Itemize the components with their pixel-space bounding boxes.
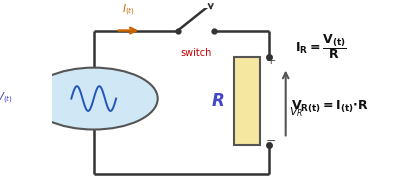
Text: $I_{(t)}$: $I_{(t)}$ — [122, 3, 135, 18]
Text: R: R — [212, 92, 224, 110]
Circle shape — [30, 68, 158, 130]
Text: −: − — [265, 135, 276, 148]
Text: $\mathbf{V_{R(t)} = I_{(t)}{\cdot}R}$: $\mathbf{V_{R(t)} = I_{(t)}{\cdot}R}$ — [291, 98, 369, 115]
Text: $V_R$: $V_R$ — [289, 105, 303, 119]
Bar — [234, 57, 260, 145]
Text: $\mathbf{I_R = \dfrac{V_{(t)}}{R}}$: $\mathbf{I_R = \dfrac{V_{(t)}}{R}}$ — [295, 32, 347, 61]
Text: +: + — [265, 54, 276, 67]
Text: $V_{(t)}$: $V_{(t)}$ — [0, 91, 13, 106]
Text: switch: switch — [181, 48, 212, 58]
